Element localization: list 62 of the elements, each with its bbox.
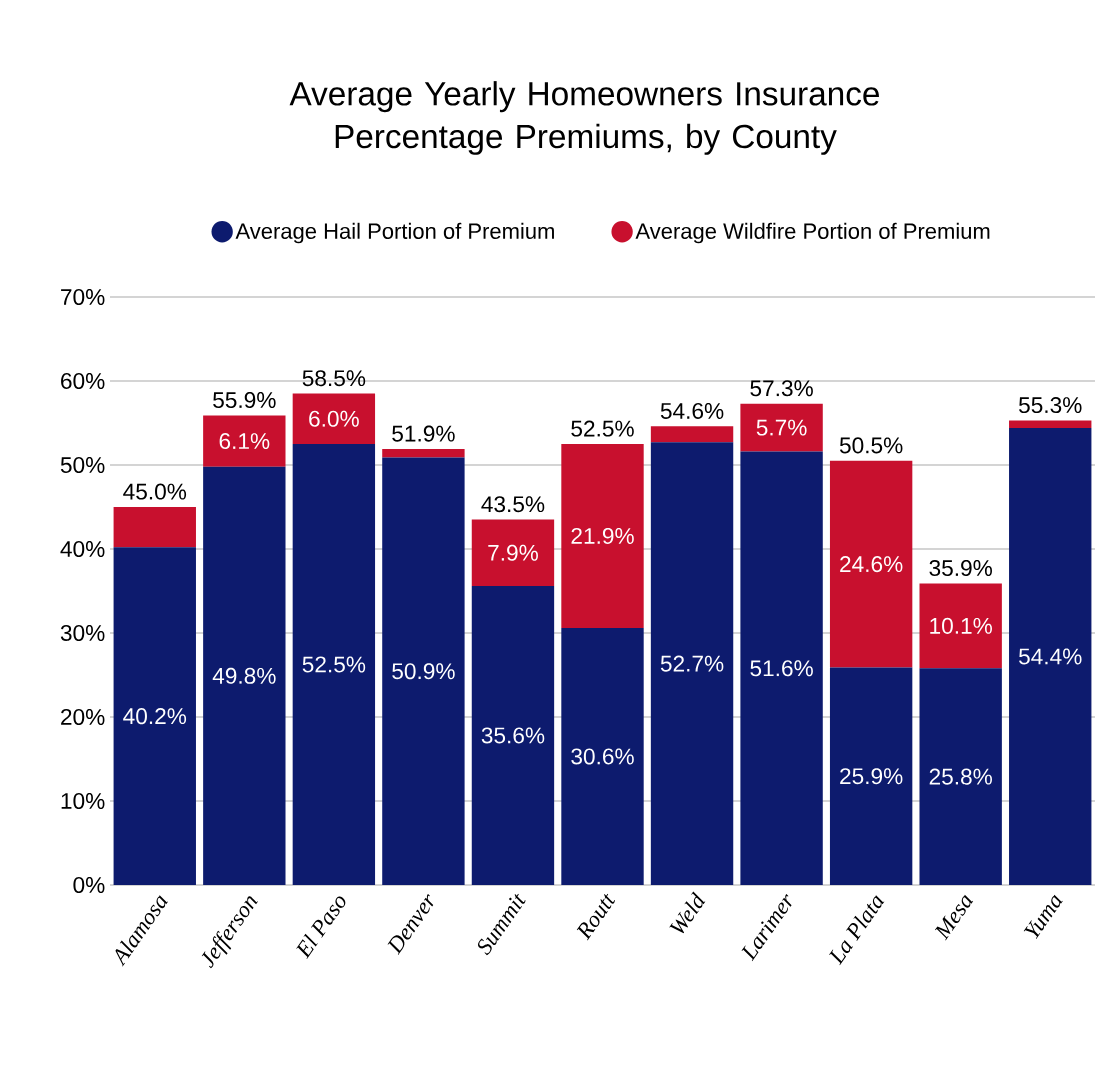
- bar: [829, 460, 913, 668]
- y-tick-label: 50%: [60, 456, 105, 474]
- data-label: 5.7%: [756, 419, 807, 436]
- bar: [471, 585, 555, 885]
- bar: [203, 466, 286, 885]
- bar: [1009, 420, 1092, 429]
- total-label: 51.9%: [392, 425, 455, 442]
- data-label: 52.5%: [302, 656, 366, 673]
- bar: [650, 442, 734, 885]
- bar: [471, 519, 555, 586]
- bar: [292, 443, 376, 885]
- y-tick-label: 40%: [60, 540, 105, 558]
- data-label: 52.7%: [660, 655, 724, 672]
- bar: [1009, 428, 1092, 885]
- y-tick-label: 20%: [61, 708, 105, 726]
- total-label: 50.5%: [839, 437, 903, 454]
- data-label: 6.0%: [309, 410, 359, 427]
- data-label: 49.8%: [212, 667, 276, 684]
- y-tick-label: 30%: [60, 624, 105, 642]
- y-tick-label: 60%: [61, 372, 105, 390]
- bar: [292, 393, 376, 444]
- total-label: 52.5%: [571, 420, 634, 437]
- data-label: 51.6%: [750, 660, 813, 677]
- bar: [919, 583, 1002, 669]
- bar: [650, 426, 734, 443]
- data-label: 25.9%: [840, 768, 903, 785]
- data-label: 35.6%: [481, 727, 545, 744]
- data-label: 30.6%: [571, 748, 634, 765]
- legend-label: Average Hail Portion of Premium: [235, 222, 554, 244]
- data-label: 21.9%: [571, 527, 634, 544]
- data-label: 50.9%: [392, 663, 455, 680]
- total-label: 58.5%: [302, 370, 366, 387]
- bar: [561, 627, 644, 885]
- data-label: 6.1%: [219, 433, 270, 450]
- y-tick-label: 70%: [61, 288, 105, 306]
- total-label: 35.9%: [929, 560, 992, 577]
- total-label: 55.9%: [213, 392, 276, 409]
- bar: [113, 506, 196, 548]
- data-label: 24.6%: [840, 556, 903, 573]
- y-tick-label: 0%: [73, 876, 105, 894]
- bar: [382, 449, 465, 458]
- total-label: 54.6%: [660, 402, 724, 419]
- bar: [740, 403, 823, 452]
- legend-label: Average Wildfire Portion of Premium: [635, 222, 990, 244]
- chart-title: Average Yearly Homeowners Insurance Percentage Premiums, by County: [289, 81, 879, 155]
- bar: [382, 457, 465, 885]
- data-label: 10.1%: [930, 617, 992, 634]
- bar: [113, 547, 196, 885]
- total-label: 43.5%: [481, 496, 545, 513]
- total-label: 57.3%: [750, 380, 813, 397]
- bar: [740, 451, 823, 885]
- data-label: 54.4%: [1019, 648, 1082, 665]
- data-label: 40.2%: [123, 708, 187, 725]
- total-label: 55.3%: [1019, 397, 1082, 414]
- bar: [919, 668, 1002, 885]
- bar: [829, 667, 913, 885]
- bar: [203, 415, 286, 467]
- total-label: 45.0%: [123, 483, 187, 500]
- data-label: 25.8%: [929, 768, 992, 785]
- data-label: 7.9%: [488, 544, 538, 561]
- bar: [561, 443, 644, 628]
- y-tick-label: 10%: [61, 792, 105, 810]
